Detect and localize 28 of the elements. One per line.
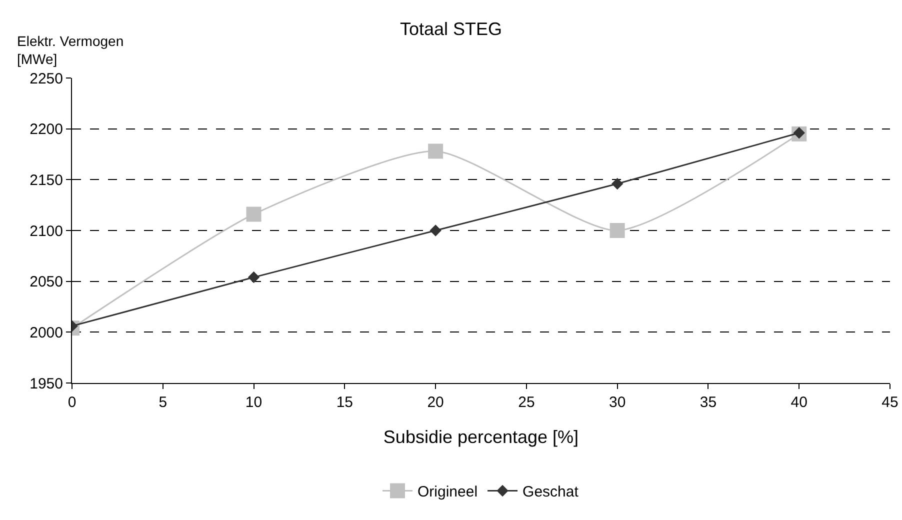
y-tick-label: 2050	[30, 274, 63, 291]
y-axis-title: Elektr. Vermogen [MWe]	[17, 33, 124, 68]
x-tick-label: 30	[608, 394, 626, 411]
point	[611, 178, 624, 190]
x-tick-label: 5	[158, 394, 168, 411]
point	[430, 224, 442, 236]
x-tick-label: 25	[518, 394, 535, 411]
x-tick-label: 15	[336, 394, 354, 411]
y-tick-label: 2200	[30, 121, 63, 138]
point	[246, 206, 262, 222]
x-tick-label: 45	[882, 394, 898, 411]
x-axis-title: Subsidie percentage [%]	[383, 427, 579, 448]
legend-label: Origineel	[418, 484, 478, 501]
y-tick-label: 2000	[30, 324, 63, 342]
y-tick-label: 2150	[30, 172, 63, 189]
x-tick-label: 0	[68, 394, 76, 411]
x-tick-label: 10	[245, 394, 262, 411]
x-tick-label: 40	[790, 394, 808, 411]
point	[248, 271, 260, 284]
y-tick-label: 2100	[30, 222, 63, 240]
y-tick-label: 1950	[30, 375, 63, 392]
x-tick-label: 20	[427, 394, 444, 411]
x-tick-label: 35	[700, 394, 717, 411]
y-tick-label: 2250	[30, 70, 63, 88]
legend-label: Geschat	[522, 484, 580, 501]
point	[428, 144, 444, 159]
chart-title: Totaal STEG	[400, 18, 502, 39]
point	[610, 223, 625, 238]
